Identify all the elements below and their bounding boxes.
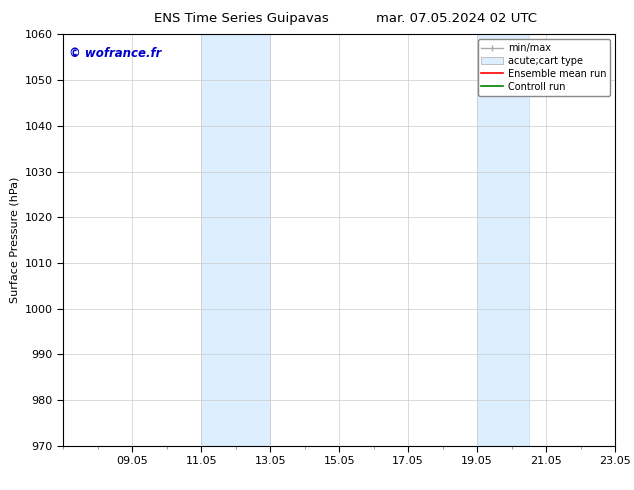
Bar xyxy=(202,34,270,446)
Legend: min/max, acute;cart type, Ensemble mean run, Controll run: min/max, acute;cart type, Ensemble mean … xyxy=(477,39,610,96)
Y-axis label: Surface Pressure (hPa): Surface Pressure (hPa) xyxy=(10,177,19,303)
Bar xyxy=(477,34,529,446)
Text: ENS Time Series Guipavas: ENS Time Series Guipavas xyxy=(153,12,328,25)
Text: mar. 07.05.2024 02 UTC: mar. 07.05.2024 02 UTC xyxy=(376,12,537,25)
Text: © wofrance.fr: © wofrance.fr xyxy=(69,47,161,60)
